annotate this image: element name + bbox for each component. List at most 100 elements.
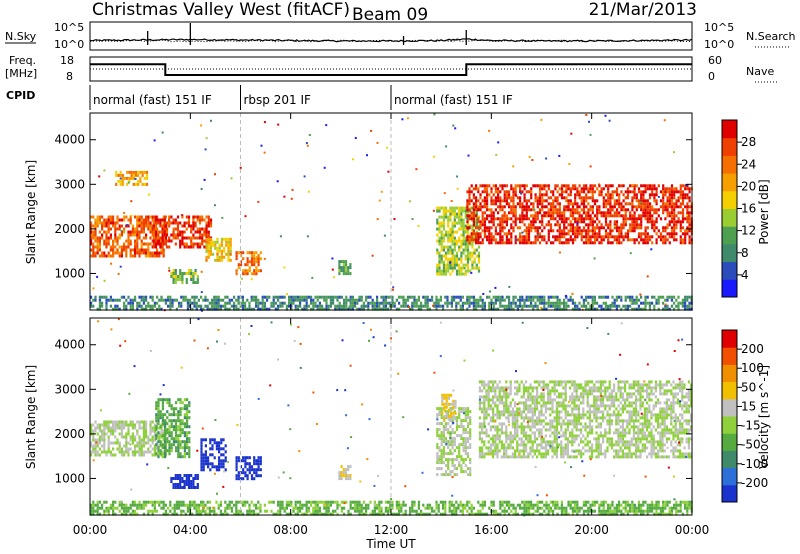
heatmap-cell [485,389,488,393]
heatmap-cell [512,187,515,191]
heatmap-cell [530,298,533,302]
heatmap-cell [681,217,685,221]
heatmap-cell [505,235,508,239]
heatmap-cell [175,413,178,417]
heatmap-cell [464,437,467,441]
heatmap-cell [637,202,641,206]
heatmap-cell [670,235,674,239]
heatmap-cell [192,281,195,284]
heatmap-cell [131,420,134,424]
heatmap-cell [126,170,129,174]
heatmap-cell [492,295,495,299]
heatmap-cell [544,416,547,420]
heatmap-cell [587,307,590,311]
heatmap-cell [686,226,689,230]
heatmap-cell [558,307,561,311]
heatmap-speck [130,200,133,203]
heatmap-cell [536,196,539,200]
heatmap-cell [154,218,158,222]
heatmap-cell [153,251,156,255]
heatmap-cell [688,199,691,203]
heatmap-cell [120,450,123,454]
heatmap-cell [188,410,191,414]
heatmap-cell [668,187,671,191]
heatmap-cell [668,196,671,200]
heatmap-cell [629,223,632,227]
heatmap-cell [202,438,205,442]
heatmap-cell [205,221,208,225]
heatmap-cell [263,301,266,305]
heatmap-cell [116,307,119,311]
heatmap-cell [642,205,645,209]
heatmap-cell [469,254,472,258]
heatmap-cell [602,199,605,203]
heatmap-cell [481,217,484,221]
heatmap-cell [479,208,482,212]
heatmap-cell [450,408,453,412]
heatmap-cell [222,438,225,442]
heatmap-cell [681,193,685,197]
heatmap-cell [475,301,478,305]
heatmap-cell [360,307,363,311]
heatmap-cell [554,187,557,191]
heatmap-cell [349,298,352,302]
heatmap-cell [160,432,163,436]
heatmap-cell [666,205,669,209]
heatmap-cell [633,220,636,224]
heatmap-cell [384,307,387,311]
heatmap-cell [151,429,154,433]
heatmap-cell [514,449,517,453]
heatmap-cell [118,307,121,311]
heatmap-speck [96,275,99,278]
heatmap-cell [200,438,203,442]
heatmap-cell [444,257,448,261]
heatmap-cell [162,251,165,255]
heatmap-cell [94,239,97,243]
heatmap-cell [598,190,601,194]
heatmap-cell [253,260,256,264]
heatmap-cell [444,266,448,270]
heatmap-cell [507,410,510,414]
heatmap-cell [593,229,597,233]
heatmap-cell [549,208,553,212]
heatmap-cell [391,298,394,302]
heatmap-cell [549,223,553,227]
heatmap-cell [483,307,486,311]
heatmap-cell [497,187,500,191]
heatmap-cell [541,238,544,242]
heatmap-cell [531,449,534,453]
heatmap-cell [688,229,691,233]
heatmap-cell [129,251,132,255]
heatmap-cell [567,193,570,197]
heatmap-cell [175,425,178,429]
heatmap-cell [611,214,614,218]
heatmap-cell [681,190,685,194]
heatmap-cell [224,295,227,299]
heatmap-cell [460,224,463,228]
heatmap-cell [552,241,555,245]
heatmap-cell [620,208,623,212]
heatmap-cell [140,438,143,442]
heatmap-speck [148,193,150,196]
heatmap-cell [505,295,508,299]
heatmap-cell [522,431,525,435]
heatmap-cell [503,217,506,221]
heatmap-cell [442,212,445,216]
heatmap-cell [466,452,470,456]
heatmap-cell [274,301,277,305]
heatmap-cell [202,298,205,302]
heatmap-cell [500,395,503,399]
heatmap-cell [666,295,669,299]
heatmap-cell [369,301,372,305]
heatmap-cell [492,443,495,447]
heatmap-cell [220,453,223,457]
heatmap-cell [101,304,104,308]
heatmap-cell [668,235,671,239]
heatmap-cell [469,458,472,462]
heatmap-cell [444,410,448,414]
heatmap-cell [567,223,570,227]
heatmap-cell [325,301,328,305]
heatmap-cell [529,407,532,411]
heatmap-cell [563,241,566,245]
heatmap-cell [168,218,171,222]
